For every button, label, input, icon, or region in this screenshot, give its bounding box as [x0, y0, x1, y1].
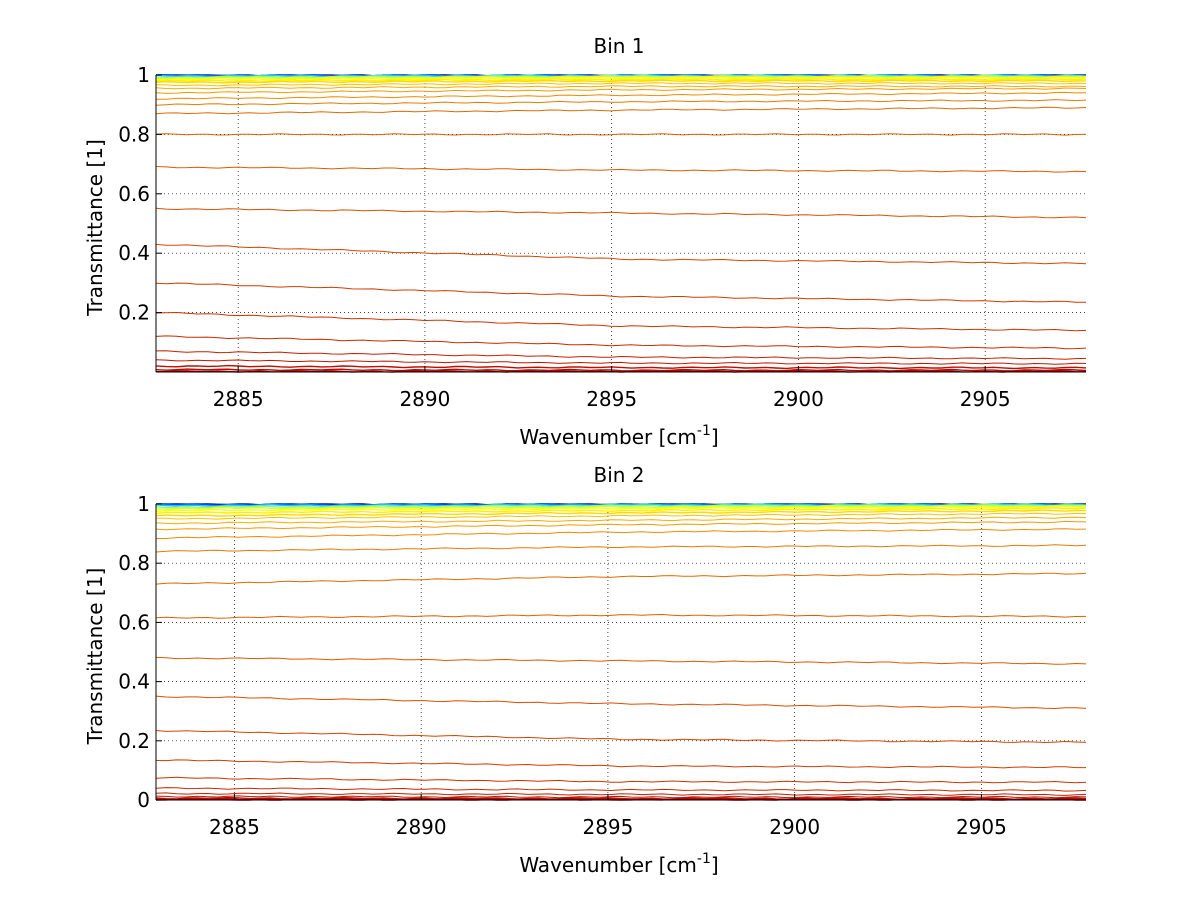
chart-2-y-tick-label: 0.2 [118, 729, 150, 753]
chart-1-x-label: Wavenumber [cm-1] [519, 423, 718, 449]
chart-1-series-line [155, 364, 1087, 370]
chart-1-y-tick-label: 1 [137, 63, 150, 87]
chart-1-series-line [155, 359, 1087, 365]
chart-1-y-tick-label: 0.6 [118, 182, 150, 206]
chart-2-series-line [155, 503, 1087, 507]
chart-2-series-line [155, 795, 1087, 799]
chart-2-series-line [155, 509, 1087, 517]
chart-2-plot: 2885 2890 2895 2900 2905 0 0.2 0.4 0.6 0.8 1 Bin 2 W… [83, 463, 1087, 877]
chart-1-plot: 2885 2890 2895 2900 2905 0.2 0.4 0.6 0.8 1 Bin 1 Wa… [83, 34, 1087, 449]
chart-1-y-tick-label: 0.4 [118, 241, 150, 265]
chart-2-x-tick-label: 2890 [396, 815, 447, 839]
chart-1-series-line [155, 79, 1086, 84]
chart-2-x-label: Wavenumber [cm-1] [519, 851, 718, 877]
chart-1-y-tick-label: 0.8 [118, 122, 150, 146]
chart-2-x-label-end: ] [711, 853, 719, 877]
chart-1-series-line [155, 350, 1087, 360]
chart-1-y-tick-label: 0.2 [118, 301, 150, 325]
chart-1-x-tick-label: 2895 [586, 387, 637, 411]
chart-1-series-line [156, 91, 1087, 100]
chart-2-y-tick-label: 0.6 [118, 610, 150, 634]
chart-2-series-line [155, 613, 1087, 619]
chart-2-y-label: Transmittance [1] [83, 568, 107, 746]
chart-1-series-line [155, 335, 1087, 350]
chart-2-series-line [155, 507, 1087, 514]
chart-1-x-tick-label: 2885 [213, 387, 264, 411]
chart-1-x-tick-label: 2890 [399, 387, 450, 411]
chart-1-title: Bin 1 [593, 34, 644, 58]
chart-2-series-line [155, 759, 1086, 769]
chart-1-series-line [155, 85, 1087, 90]
chart-1-series-line [155, 166, 1087, 173]
chart-1-x-tick-label: 2905 [960, 387, 1011, 411]
chart-2-x-tick-label: 2895 [582, 815, 633, 839]
chart-2-x-label-text: Wavenumber [cm [519, 853, 697, 877]
chart-2-series-line [155, 512, 1087, 520]
chart-1-series-line [155, 282, 1087, 303]
chart-2-series-line [155, 787, 1087, 792]
chart-2-series-line [155, 776, 1087, 784]
chart-1-x-tick-label: 2900 [773, 387, 824, 411]
chart-1-y-label: Transmittance [1] [83, 139, 107, 317]
chart-2-series-line [156, 528, 1087, 539]
chart-2-x-label-superscript: -1 [697, 851, 711, 867]
chart-2-series-line [155, 695, 1087, 710]
chart-1-series-line [155, 106, 1087, 115]
chart-1-series-line [155, 368, 1087, 372]
chart-1-series-line [155, 207, 1087, 219]
chart-1-series-line [155, 87, 1087, 94]
chart-1-series-line [155, 311, 1087, 332]
chart-2-y-tick-label: 0 [137, 788, 150, 812]
chart-1-series-line [155, 74, 1087, 78]
chart-2-series-line [155, 572, 1087, 585]
chart-2-series-line [155, 516, 1087, 525]
chart-1-x-label-text: Wavenumber [cm [519, 425, 697, 449]
chart-2-x-tick-label: 2905 [956, 815, 1007, 839]
chart-2-y-tick-label: 1 [137, 492, 150, 516]
chart-2-series-line [155, 656, 1087, 665]
chart-1-series-line [155, 78, 1087, 83]
chart-1-series-line [155, 133, 1087, 136]
chart-2-title: Bin 2 [593, 463, 644, 487]
chart-2-y-tick-label: 0.8 [118, 551, 150, 575]
chart-1-x-label-end: ] [711, 425, 719, 449]
chart-1-series-line [155, 99, 1087, 106]
chart-2-x-tick-label: 2885 [209, 815, 260, 839]
chart-2-series-line [155, 520, 1087, 531]
chart-1-series-line [155, 76, 1087, 81]
chart-2-series-line [155, 505, 1087, 512]
chart-2-x-tick-label: 2900 [769, 815, 820, 839]
chart-2-series-line [155, 792, 1087, 796]
chart-2-series-line [155, 730, 1087, 744]
chart-1-series-line [155, 243, 1087, 265]
chart-1-series-line [155, 82, 1087, 87]
chart-1-x-label-superscript: -1 [697, 423, 711, 439]
chart-2-series-line [155, 544, 1087, 553]
chart-2-y-tick-label: 0.4 [118, 670, 150, 694]
